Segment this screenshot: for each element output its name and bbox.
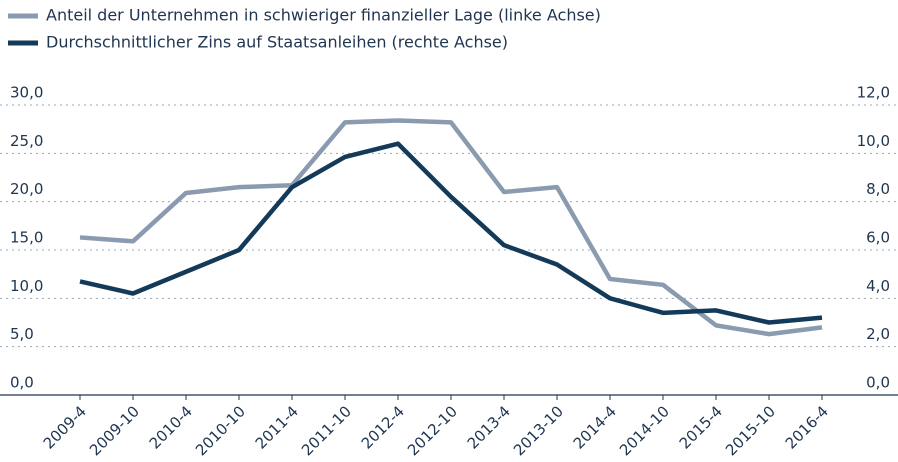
y-tick-label: 25,0: [10, 132, 43, 150]
x-tick-label: 2014-10: [616, 402, 673, 458]
x-tick-label: 2012-10: [404, 402, 461, 458]
x-tick-label: 2015-4: [676, 402, 726, 452]
x-tick-label: 2012-4: [358, 402, 408, 452]
y2-tick-label: 12,0: [857, 84, 890, 102]
y2-tick-label: 10,0: [857, 132, 890, 150]
y-tick-label: 30,0: [10, 84, 43, 102]
legend-label: Durchschnittlicher Zins auf Staatsanleih…: [46, 33, 508, 52]
y-tick-label: 20,0: [10, 180, 43, 198]
y2-tick-label: 2,0: [866, 325, 890, 343]
x-tick-label: 2011-4: [252, 402, 302, 452]
series-line: [79, 118, 823, 337]
x-tick-label: 2014-4: [570, 402, 620, 452]
x-tick-label: 2011-10: [298, 402, 355, 458]
series-line: [79, 141, 823, 325]
x-tick-label: 2009-4: [40, 402, 90, 452]
y-tick-label: 15,0: [10, 229, 43, 247]
legend-label: Anteil der Unternehmen in schwieriger fi…: [46, 6, 601, 25]
x-tick-label: 2013-4: [464, 402, 514, 452]
y2-tick-label: 8,0: [866, 180, 890, 198]
y-tick-label: 10,0: [10, 277, 43, 295]
x-tick-label: 2010-10: [192, 402, 249, 458]
y2-tick-label: 0,0: [866, 374, 890, 392]
x-tick-label: 2013-10: [510, 402, 567, 458]
x-tick-label: 2009-10: [86, 402, 143, 458]
x-tick-label: 2015-10: [722, 402, 779, 458]
legend: Anteil der Unternehmen in schwieriger fi…: [8, 6, 601, 52]
x-tick-label: 2010-4: [146, 402, 196, 452]
y2-tick-label: 4,0: [866, 277, 890, 295]
y-tick-label: 0,0: [10, 374, 34, 392]
y2-tick-label: 6,0: [866, 229, 890, 247]
y-tick-label: 5,0: [10, 325, 34, 343]
x-tick-label: 2016-4: [782, 402, 832, 452]
